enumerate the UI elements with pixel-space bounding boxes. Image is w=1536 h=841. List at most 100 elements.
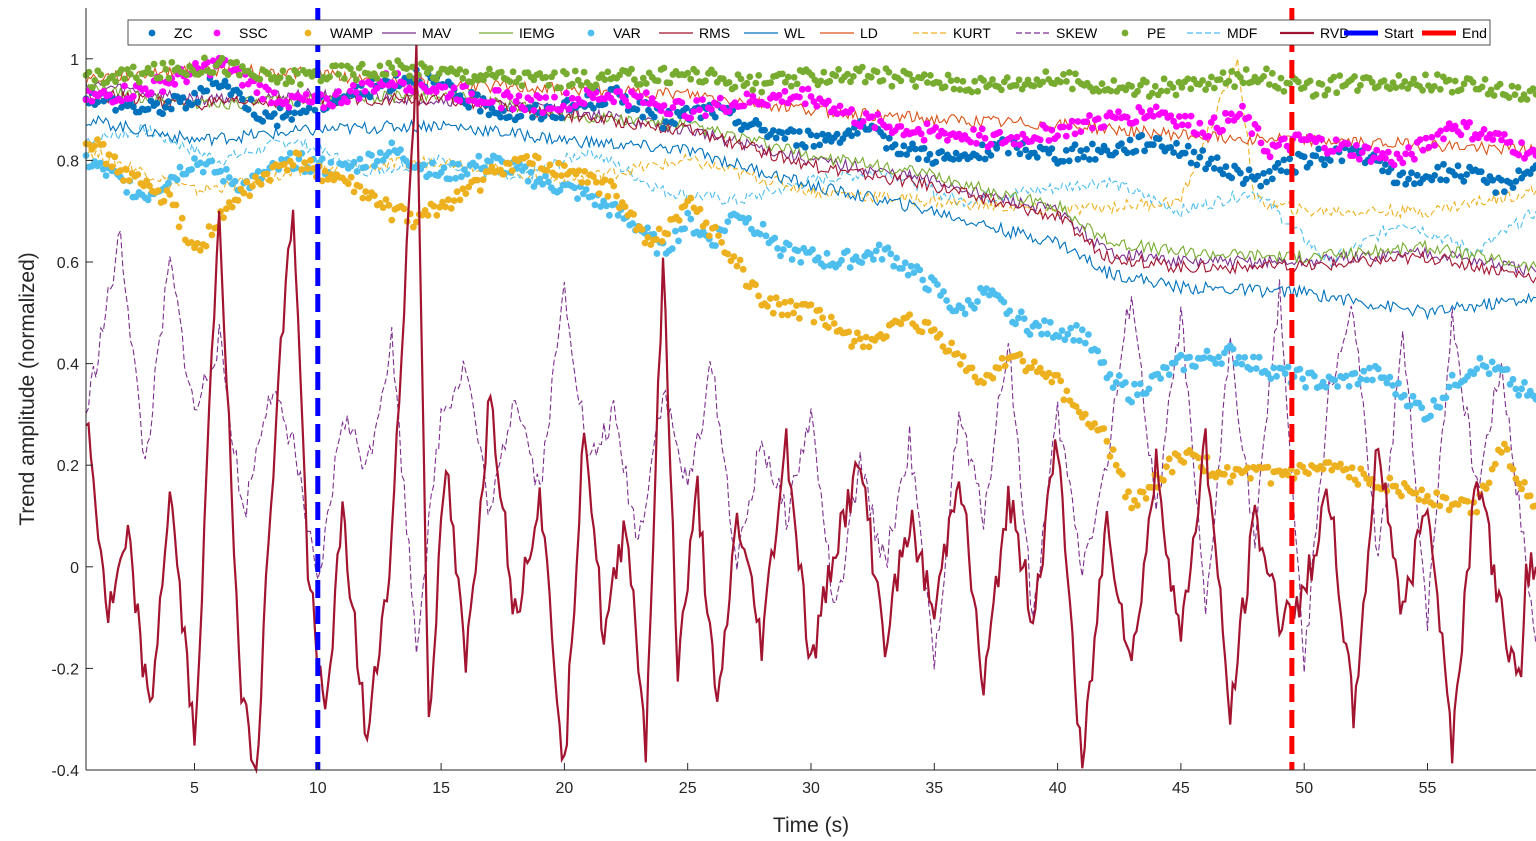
ssc-point	[589, 94, 597, 102]
zc-point	[236, 89, 243, 97]
pe-point	[986, 81, 993, 88]
ssc-point	[746, 98, 754, 106]
pe-point	[326, 73, 333, 81]
ssc-point	[1036, 136, 1044, 144]
zc-point	[1411, 180, 1418, 188]
wamp-point	[807, 301, 815, 309]
wamp-point	[939, 343, 947, 350]
zc-point	[1451, 171, 1459, 179]
var-point	[1017, 308, 1025, 316]
wamp-point	[1036, 364, 1044, 372]
ssc-point	[935, 132, 943, 140]
pe-point	[1239, 79, 1247, 87]
wamp-point	[1430, 501, 1438, 509]
wamp-point	[767, 295, 774, 302]
pe-point	[1024, 76, 1032, 84]
wamp-point	[546, 161, 554, 169]
wamp-point	[266, 176, 274, 184]
wamp-point	[705, 232, 713, 240]
wamp-point	[1418, 486, 1426, 494]
pe-point	[897, 77, 905, 85]
ssc-point	[1042, 124, 1050, 132]
var-point	[1445, 383, 1453, 391]
pe-point	[1386, 85, 1394, 93]
pe-point	[826, 77, 834, 85]
x-tick-label: 35	[925, 780, 943, 797]
wamp-point	[1488, 465, 1496, 473]
legend-label: LD	[860, 25, 878, 41]
var-point	[527, 168, 535, 176]
zc-point	[1141, 147, 1148, 155]
pe-point	[710, 70, 718, 77]
wamp-point	[1398, 492, 1405, 500]
wamp-point	[769, 309, 777, 317]
wamp-point	[959, 353, 967, 360]
var-point	[1281, 370, 1289, 377]
x-tick-label: 50	[1295, 780, 1313, 797]
var-point	[1177, 351, 1185, 359]
pe-point	[1511, 91, 1519, 98]
ssc-point	[1170, 117, 1177, 125]
var-point	[1311, 372, 1318, 380]
ssc-point	[702, 112, 709, 120]
var-point	[1418, 404, 1426, 412]
zc-point	[1260, 170, 1267, 177]
wamp-point	[476, 187, 484, 195]
wamp-point	[730, 253, 738, 260]
ssc-point	[323, 95, 331, 102]
zc-point	[505, 113, 513, 121]
zc-point	[1498, 176, 1505, 184]
zc-point	[288, 116, 296, 123]
zc-point	[1440, 160, 1447, 168]
var-point	[588, 192, 596, 200]
pe-point	[530, 76, 538, 84]
var-point	[1296, 365, 1304, 373]
wamp-point	[400, 205, 408, 213]
pe-point	[666, 79, 674, 87]
zc-point	[1196, 153, 1204, 161]
ssc-point	[778, 98, 786, 105]
var-point	[1203, 347, 1211, 355]
zc-point	[239, 95, 246, 103]
var-point	[199, 168, 207, 176]
var-point	[823, 249, 831, 257]
ssc-point	[973, 139, 980, 147]
zc-point	[909, 140, 916, 148]
ssc-point	[1089, 124, 1096, 132]
pe-point	[118, 66, 125, 74]
zc-point	[1237, 169, 1244, 177]
var-point	[318, 155, 326, 163]
var-point	[1503, 366, 1511, 373]
pe-point	[373, 75, 381, 82]
var-point	[712, 242, 719, 250]
zc-point	[1086, 156, 1093, 163]
var-point	[901, 259, 909, 267]
ssc-point	[1382, 154, 1389, 162]
ssc-point	[1428, 133, 1436, 141]
ssc-point	[361, 88, 369, 95]
legend-label: MAV	[422, 25, 452, 41]
ssc-point	[367, 80, 375, 88]
zc-point	[993, 144, 1001, 152]
wamp-point	[143, 177, 151, 185]
x-tick-label: 45	[1172, 780, 1190, 797]
ssc-point	[804, 85, 812, 93]
var-point	[582, 186, 590, 193]
pe-point	[265, 70, 272, 78]
var-point	[1136, 380, 1144, 388]
wamp-point	[715, 232, 722, 240]
pe-point	[924, 79, 931, 86]
zc-point	[883, 145, 890, 152]
legend-item-var: VAR	[587, 25, 641, 41]
ssc-point	[239, 81, 246, 89]
zc-point	[1097, 148, 1105, 156]
zc-point	[94, 98, 102, 106]
var-point	[820, 263, 828, 270]
zc-point	[1431, 172, 1439, 179]
wamp-point	[140, 182, 148, 190]
pe-point	[1401, 78, 1409, 85]
zc-point	[891, 141, 899, 149]
ssc-point	[379, 81, 387, 89]
var-point	[1241, 354, 1249, 361]
pe-point	[515, 75, 523, 82]
